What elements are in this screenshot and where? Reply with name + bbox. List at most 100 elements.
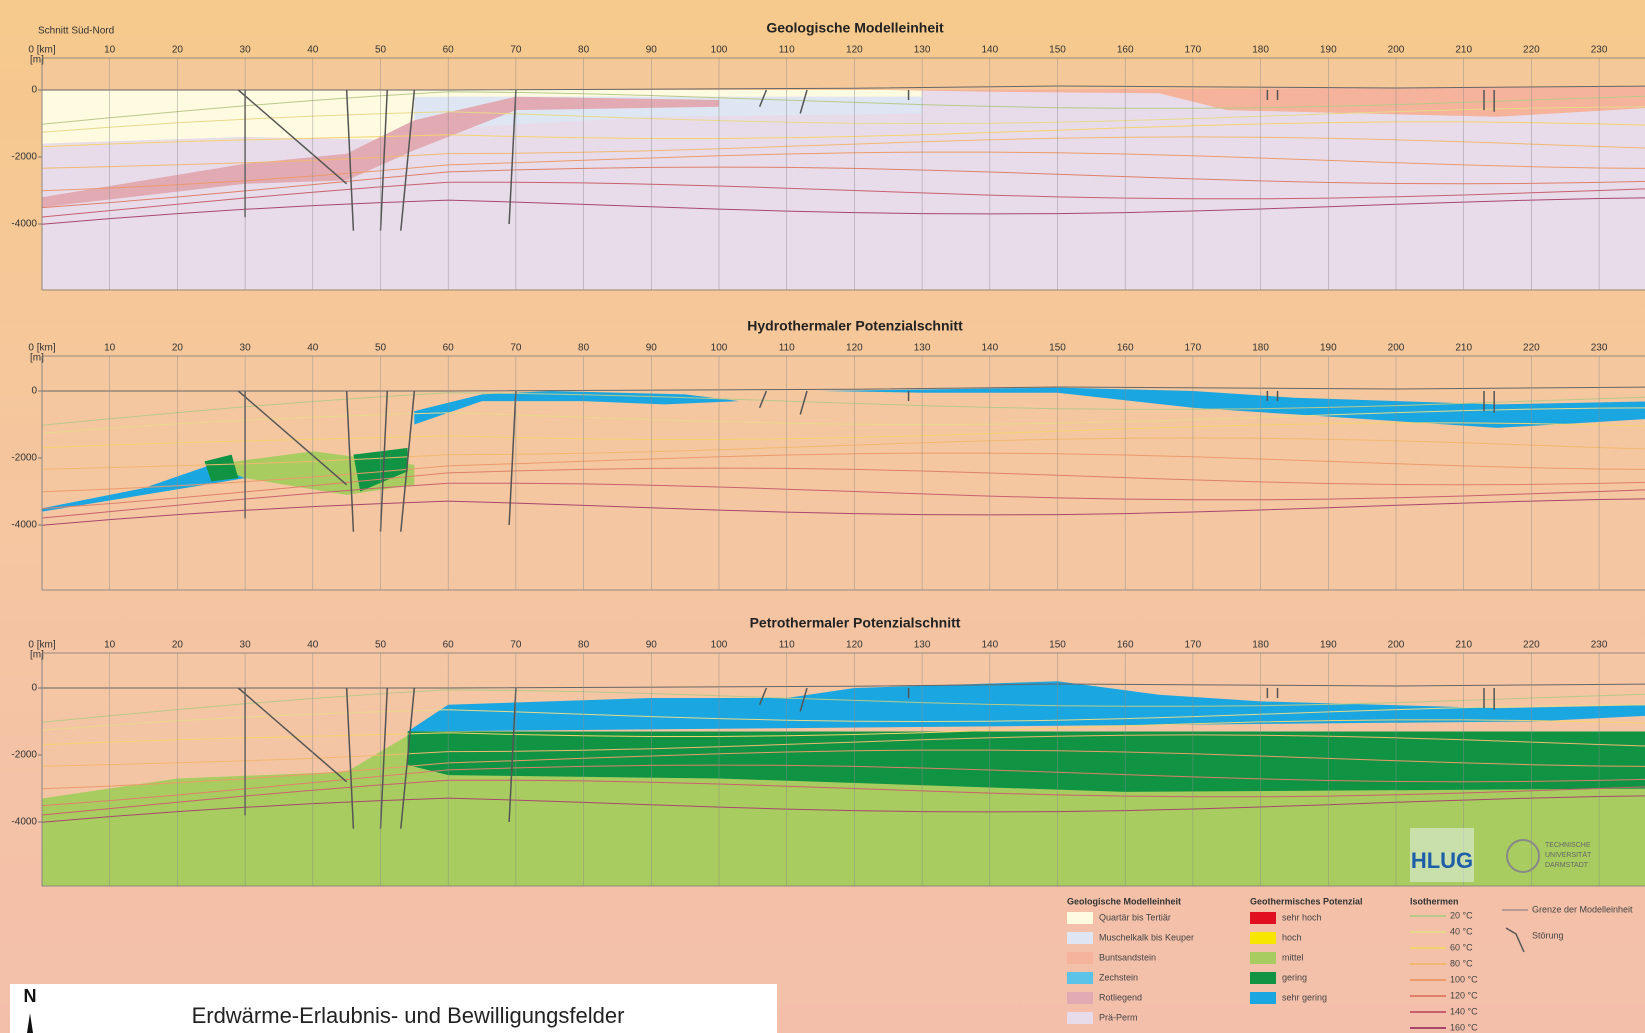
- x-tick-label: 140: [981, 343, 998, 354]
- hlug-text: HLUG: [1411, 848, 1473, 873]
- x-tick-label: 140: [981, 640, 998, 651]
- x-tick-label: 110: [779, 45, 795, 56]
- x-tick-label: 230: [1591, 640, 1608, 651]
- x-tick-label: 20: [172, 45, 184, 56]
- legend-title: Geothermisches Potenzial: [1250, 896, 1363, 906]
- x-tick-label: 20: [172, 640, 184, 651]
- panel-title: Geologische Modelleinheit: [766, 20, 944, 36]
- y-tick-label: -4000: [11, 520, 37, 531]
- legend-swatch: [1067, 992, 1093, 1004]
- tu-text: TECHNISCHE: [1545, 842, 1591, 849]
- x-tick-label: 0 [km]: [28, 343, 55, 354]
- x-tick-label: 50: [375, 343, 387, 354]
- legend-swatch: [1250, 992, 1276, 1004]
- section-panel: Geologische Modelleinheit Schnitt Süd-Nor…: [11, 20, 1645, 290]
- x-tick-label: 10: [104, 640, 116, 651]
- x-tick-label: 220: [1523, 640, 1540, 651]
- x-tick-label: 30: [240, 640, 252, 651]
- x-tick-label: 60: [443, 45, 455, 56]
- legend-label: 100 °C: [1450, 974, 1478, 984]
- legend-label: 20 °C: [1450, 910, 1473, 920]
- x-tick-label: 30: [240, 45, 252, 56]
- x-tick-label: 180: [1252, 343, 1269, 354]
- x-tick-label: 50: [375, 640, 387, 651]
- legend-label: sehr gering: [1282, 992, 1327, 1002]
- x-tick-label: 170: [1185, 343, 1202, 354]
- legend-label: Quartär bis Tertiär: [1099, 912, 1171, 922]
- legend-label: Rotliegend: [1099, 992, 1142, 1002]
- section-panel: Hydrothermaler Potenzialschnitt[m]0 [km]…: [11, 318, 1645, 590]
- legend-swatch: [1067, 1012, 1093, 1024]
- x-tick-label: 200: [1388, 343, 1405, 354]
- x-tick-label: 90: [646, 640, 658, 651]
- x-tick-label: 150: [1049, 45, 1066, 56]
- x-tick-label: 20: [172, 343, 184, 354]
- x-tick-label: 70: [510, 45, 522, 56]
- x-tick-label: 60: [443, 343, 455, 354]
- legend-label: 80 °C: [1450, 958, 1473, 968]
- section-label: Schnitt Süd-Nord: [38, 26, 114, 37]
- panel-title: Petrothermaler Potenzialschnitt: [750, 615, 961, 631]
- x-tick-label: 160: [1117, 343, 1134, 354]
- north-label: N: [24, 986, 37, 1006]
- hlug-logo: HLUG: [1410, 828, 1474, 882]
- legend-swatch: [1067, 912, 1093, 924]
- legend-label: sehr hoch: [1282, 912, 1322, 922]
- x-tick-label: 0 [km]: [28, 45, 55, 56]
- x-tick-label: 130: [914, 640, 931, 651]
- x-tick-label: 120: [846, 45, 863, 56]
- x-tick-label: 100: [711, 343, 728, 354]
- legend-title: Geologische Modelleinheit: [1067, 896, 1181, 906]
- inset: N Erdwärme-Erlaubnis- und Bewilligungsfe…: [10, 984, 777, 1033]
- x-tick-label: 80: [578, 343, 590, 354]
- x-tick-label: 70: [510, 343, 522, 354]
- x-tick-label: 80: [578, 640, 590, 651]
- x-tick-label: 30: [240, 343, 252, 354]
- x-tick-label: 70: [510, 640, 522, 651]
- x-tick-label: 40: [307, 343, 319, 354]
- y-tick-label: -2000: [11, 453, 37, 464]
- legend-label: Muschelkalk bis Keuper: [1099, 932, 1194, 942]
- x-tick-label: 130: [914, 343, 931, 354]
- x-tick-label: 0 [km]: [28, 640, 55, 651]
- x-tick-label: 110: [779, 343, 795, 354]
- x-tick-label: 140: [981, 45, 998, 56]
- legend-label: Grenze der Modelleinheit: [1532, 904, 1633, 914]
- legend-swatch: [1250, 912, 1276, 924]
- legend-swatch: [1250, 972, 1276, 984]
- y-tick-label: 0: [31, 683, 37, 694]
- x-tick-label: 120: [846, 640, 863, 651]
- poster: Geologische Modelleinheit Schnitt Süd-Nor…: [0, 0, 1645, 1033]
- legend-label: 60 °C: [1450, 942, 1473, 952]
- x-tick-label: 200: [1388, 45, 1405, 56]
- x-tick-label: 200: [1388, 640, 1405, 651]
- y-tick-label: 0: [31, 85, 37, 96]
- x-tick-label: 210: [1455, 640, 1472, 651]
- legend-label: Prä-Perm: [1099, 1012, 1138, 1022]
- x-tick-label: 180: [1252, 45, 1269, 56]
- x-tick-label: 80: [578, 45, 590, 56]
- x-tick-label: 210: [1455, 343, 1472, 354]
- panel-title: Hydrothermaler Potenzialschnitt: [747, 318, 963, 334]
- legend-label: gering: [1282, 972, 1307, 982]
- legend-label: 140 °C: [1450, 1006, 1478, 1016]
- y-tick-label: -2000: [11, 750, 37, 761]
- legend-label: Zechstein: [1099, 972, 1138, 982]
- legend-swatch: [1250, 952, 1276, 964]
- x-tick-label: 100: [711, 45, 728, 56]
- x-tick-label: 110: [779, 640, 795, 651]
- legend-swatch: [1067, 932, 1093, 944]
- legend-label: 40 °C: [1450, 926, 1473, 936]
- x-tick-label: 130: [914, 45, 931, 56]
- x-tick-label: 190: [1320, 640, 1337, 651]
- legend-label: mittel: [1282, 952, 1304, 962]
- x-tick-label: 230: [1591, 45, 1608, 56]
- legend-swatch: [1067, 952, 1093, 964]
- x-tick-label: 10: [104, 343, 116, 354]
- x-tick-label: 120: [846, 343, 863, 354]
- x-tick-label: 10: [104, 45, 116, 56]
- x-tick-label: 100: [711, 640, 728, 651]
- x-tick-label: 170: [1185, 640, 1202, 651]
- y-tick-label: -4000: [11, 219, 37, 230]
- y-tick-label: -2000: [11, 152, 37, 163]
